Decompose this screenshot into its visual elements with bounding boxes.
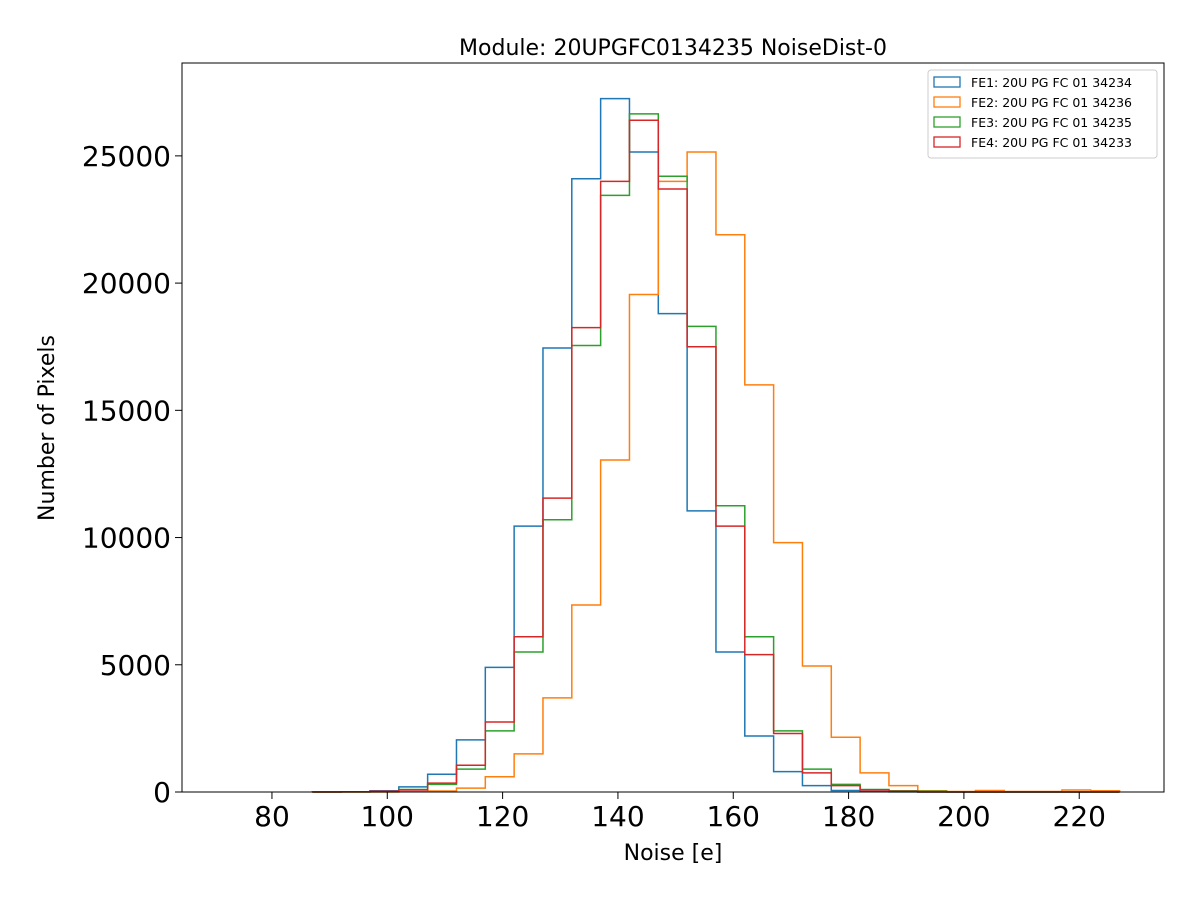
- y-axis-label: Number of Pixels: [35, 335, 60, 521]
- legend-entry: FE4: 20U PG FC 01 34233: [971, 135, 1132, 150]
- series-4-step-line: [312, 119, 1120, 793]
- y-tick-label: 10000: [82, 522, 171, 555]
- x-axis-label: Noise [e]: [624, 841, 723, 866]
- legend-swatch: [933, 136, 961, 148]
- x-tick-label: 140: [591, 800, 644, 833]
- x-tick-label: 220: [1053, 800, 1106, 833]
- legend-swatch: [933, 96, 961, 108]
- y-tick-label: 25000: [82, 140, 171, 173]
- plot-area: [311, 97, 1121, 793]
- chart-title: Module: 20UPGFC0134235 NoiseDist-0: [459, 36, 887, 61]
- series-2-step-line: [312, 151, 1121, 793]
- x-tick-label: 80: [254, 800, 290, 833]
- y-axis: 0 5000 10000 15000 20000 25000: [82, 140, 182, 809]
- legend-swatch: [933, 76, 961, 88]
- legend-entry: FE3: 20U PG FC 01 34235: [971, 115, 1132, 130]
- y-tick-label: 15000: [82, 394, 171, 427]
- x-tick-label: 120: [476, 800, 529, 833]
- x-axis: 80 100 120 140 160 180 200 220: [254, 792, 1106, 833]
- x-tick-label: 180: [822, 800, 875, 833]
- y-tick-label: 20000: [82, 267, 171, 300]
- x-tick-label: 200: [937, 800, 990, 833]
- legend-swatch: [933, 116, 961, 128]
- legend-entry: FE2: 20U PG FC 01 34236: [971, 95, 1132, 110]
- x-tick-label: 100: [361, 800, 414, 833]
- legend: FE1: 20U PG FC 01 34234 FE2: 20U PG FC 01…: [927, 69, 1158, 159]
- x-tick-label: 160: [707, 800, 760, 833]
- y-tick-label: 0: [153, 776, 171, 809]
- y-tick-label: 5000: [100, 649, 171, 682]
- legend-box: [927, 69, 1158, 159]
- legend-entry: FE1: 20U PG FC 01 34234: [971, 75, 1132, 90]
- axes-frame: [181, 62, 1165, 793]
